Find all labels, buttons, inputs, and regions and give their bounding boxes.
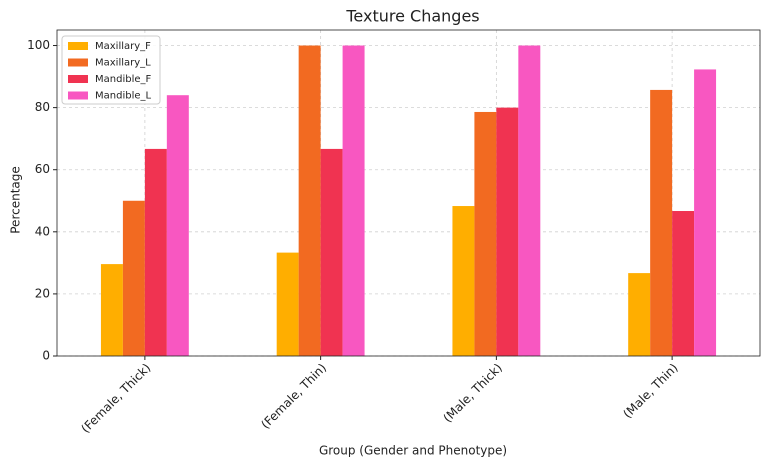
y-tick-label: 0 xyxy=(42,349,50,363)
x-tick-label: (Male, Thin) xyxy=(620,361,680,421)
plot-frame xyxy=(56,29,761,357)
legend-label: Mandible_L xyxy=(95,91,151,102)
y-tick-label: 40 xyxy=(35,224,50,238)
y-tick-label: 80 xyxy=(35,100,50,114)
bar xyxy=(672,211,695,356)
bar xyxy=(496,107,519,356)
y-axis-label: Percentage xyxy=(9,166,23,234)
bar xyxy=(122,200,145,356)
bar xyxy=(166,95,189,356)
bar xyxy=(320,148,343,356)
legend-swatch xyxy=(68,75,88,83)
bar xyxy=(628,273,651,356)
bar xyxy=(100,264,123,356)
bar xyxy=(474,111,497,356)
y-tick-label: 60 xyxy=(35,162,50,176)
legend-box xyxy=(61,35,161,105)
bar xyxy=(298,45,321,357)
bar xyxy=(650,89,673,356)
bar xyxy=(694,69,717,356)
bar xyxy=(452,206,475,356)
x-axis-label: Group (Gender and Phenotype) xyxy=(319,444,507,458)
y-tick-label: 20 xyxy=(35,286,50,300)
legend-label: Maxillary_L xyxy=(95,58,151,69)
chart-title: Texture Changes xyxy=(345,7,479,26)
legend-swatch xyxy=(68,91,88,100)
bar xyxy=(518,45,541,357)
legend-swatch xyxy=(68,42,88,50)
x-tick-label: (Female, Thick) xyxy=(78,361,153,436)
x-tick-label: (Female, Thin) xyxy=(258,361,329,432)
legend-label: Mandible_F xyxy=(95,74,151,85)
x-tick-label: (Male, Thick) xyxy=(440,361,505,426)
legend-swatch xyxy=(68,58,88,67)
bar xyxy=(342,45,365,357)
legend-label: Maxillary_F xyxy=(95,41,151,52)
y-tick-label: 100 xyxy=(27,38,50,52)
bar xyxy=(276,252,299,356)
bar xyxy=(144,148,167,356)
